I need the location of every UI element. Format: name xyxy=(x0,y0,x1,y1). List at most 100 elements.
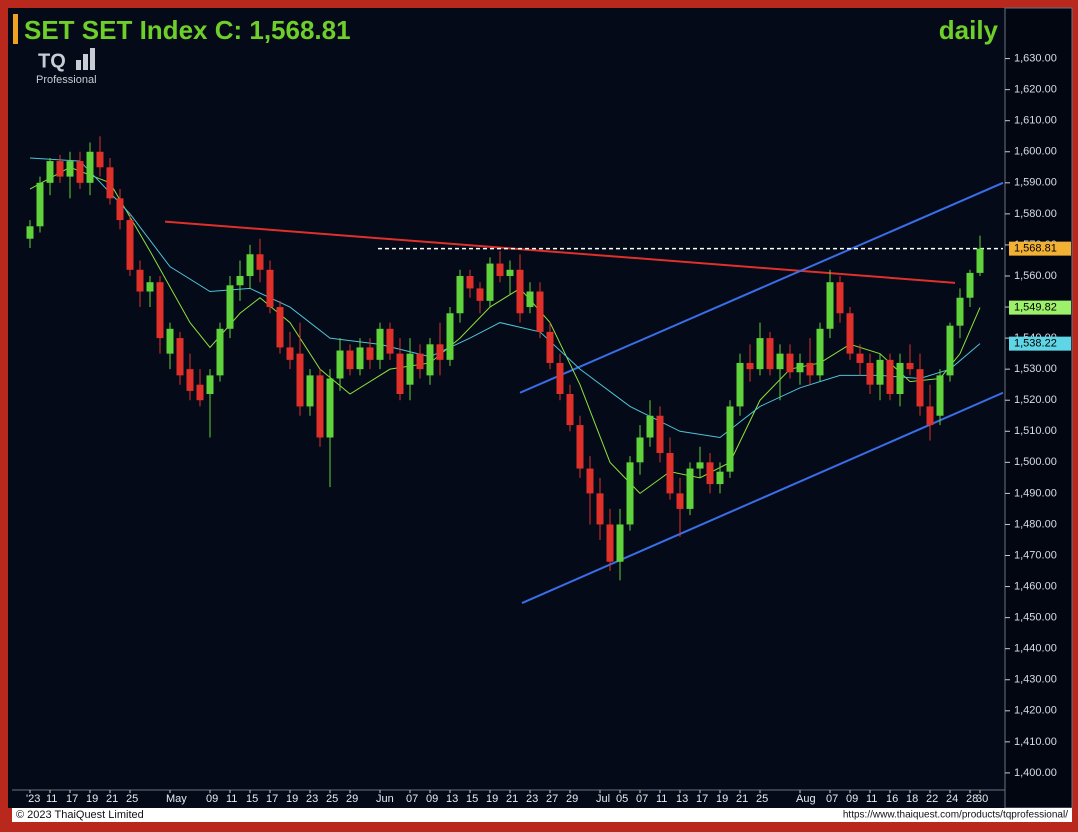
candle-body xyxy=(426,344,434,376)
x-tick-label: Aug xyxy=(796,793,816,805)
x-tick-label: 25 xyxy=(756,793,768,805)
y-tick-label: 1,440.00 xyxy=(1014,643,1057,655)
candle-body xyxy=(276,307,284,348)
candle-body xyxy=(666,453,674,494)
candle-body xyxy=(466,275,474,289)
candle-body xyxy=(126,220,134,270)
candle-body xyxy=(326,378,334,438)
y-tick-label: 1,520.00 xyxy=(1014,394,1057,406)
candle-body xyxy=(226,285,234,329)
x-tick-label: 19 xyxy=(716,793,728,805)
y-tick-label: 1,600.00 xyxy=(1014,146,1057,158)
logo: TQ xyxy=(38,50,66,72)
candle-body xyxy=(556,362,564,395)
candle-body xyxy=(656,415,664,454)
candle-body xyxy=(536,291,544,332)
x-tick-label: 29 xyxy=(566,793,578,805)
price-marker-label: 1,538.22 xyxy=(1014,338,1057,350)
candle-body xyxy=(456,275,464,314)
candle-body xyxy=(716,471,724,485)
candle-body xyxy=(306,375,314,407)
candle-body xyxy=(506,269,514,276)
price-marker xyxy=(1009,300,1071,315)
candle-body xyxy=(686,468,694,509)
chart-background xyxy=(8,8,1072,808)
x-tick-label: 17 xyxy=(66,793,78,805)
candle-body xyxy=(786,353,794,373)
candle-body xyxy=(706,462,714,485)
candle-body xyxy=(516,269,524,314)
trendline xyxy=(521,391,1004,604)
x-tick-label: 17 xyxy=(696,793,708,805)
candle-body xyxy=(736,362,744,407)
candle-body xyxy=(446,313,454,360)
candle-body xyxy=(636,437,644,463)
candle-body xyxy=(36,182,44,227)
x-tick-label: 09 xyxy=(846,793,858,805)
y-tick-label: 1,560.00 xyxy=(1014,270,1057,282)
x-tick-label: 25 xyxy=(326,793,338,805)
x-tick-label: Jun xyxy=(376,793,394,805)
candle-body xyxy=(756,338,764,370)
y-tick-label: 1,530.00 xyxy=(1014,363,1057,375)
x-tick-label: 09 xyxy=(206,793,218,805)
x-tick-label: 23 xyxy=(306,793,318,805)
candle-body xyxy=(266,269,274,308)
candle-body xyxy=(356,347,364,370)
candle-body xyxy=(916,369,924,407)
price-marker-label: 1,549.82 xyxy=(1014,302,1057,314)
candle-body xyxy=(496,263,504,276)
x-tick-label: 17 xyxy=(266,793,278,805)
x-tick-label: 23 xyxy=(526,793,538,805)
candle-body xyxy=(166,328,174,354)
x-tick-label: 15 xyxy=(246,793,258,805)
x-tick-label: 27 xyxy=(546,793,558,805)
moving-average xyxy=(29,157,981,439)
candle-body xyxy=(206,375,214,395)
candle-body xyxy=(606,524,614,562)
chart-title: SET SET Index C: 1,568.81 xyxy=(24,15,351,45)
candle-body xyxy=(646,415,654,438)
candle-body xyxy=(546,331,554,363)
candle-body xyxy=(236,275,244,286)
x-tick-label: 21 xyxy=(506,793,518,805)
price-marker xyxy=(1009,336,1071,351)
x-tick-label: 24 xyxy=(946,793,958,805)
x-tick-label: 30 xyxy=(976,793,988,805)
candle-body xyxy=(296,353,304,407)
x-tick-label: 25 xyxy=(126,793,138,805)
y-tick-label: 1,470.00 xyxy=(1014,549,1057,561)
candle-body xyxy=(486,263,494,301)
trendline xyxy=(519,181,1004,394)
y-tick-label: 1,500.00 xyxy=(1014,456,1057,468)
candle-body xyxy=(726,406,734,472)
x-tick-label: 05 xyxy=(616,793,628,805)
candle-body xyxy=(316,375,324,438)
candle-body xyxy=(406,353,414,385)
x-tick-label: 11 xyxy=(46,793,57,805)
candle-body xyxy=(26,226,34,239)
y-tick-label: 1,630.00 xyxy=(1014,52,1057,64)
x-tick-label: '23 xyxy=(26,793,40,805)
footer-bar xyxy=(12,808,1072,822)
candle-body xyxy=(886,359,894,395)
x-tick-label: 07 xyxy=(406,793,418,805)
x-tick-label: 29 xyxy=(346,793,358,805)
candle-body xyxy=(366,347,374,360)
trendline xyxy=(164,220,956,284)
candle-body xyxy=(826,282,834,329)
y-tick-label: 1,410.00 xyxy=(1014,736,1057,748)
candle-body xyxy=(676,493,684,509)
candle-body xyxy=(476,288,484,301)
x-tick-label: 18 xyxy=(906,793,918,805)
candle-body xyxy=(596,493,604,525)
candle-body xyxy=(156,282,164,339)
candle-body xyxy=(576,425,584,469)
price-axis-panel xyxy=(1004,7,1073,809)
y-tick-label: 1,620.00 xyxy=(1014,84,1057,96)
candle-body xyxy=(766,338,774,370)
candle-body xyxy=(336,350,344,379)
candle-body xyxy=(816,328,824,376)
x-tick-label: Jul xyxy=(596,793,610,805)
candle-body xyxy=(746,362,754,370)
